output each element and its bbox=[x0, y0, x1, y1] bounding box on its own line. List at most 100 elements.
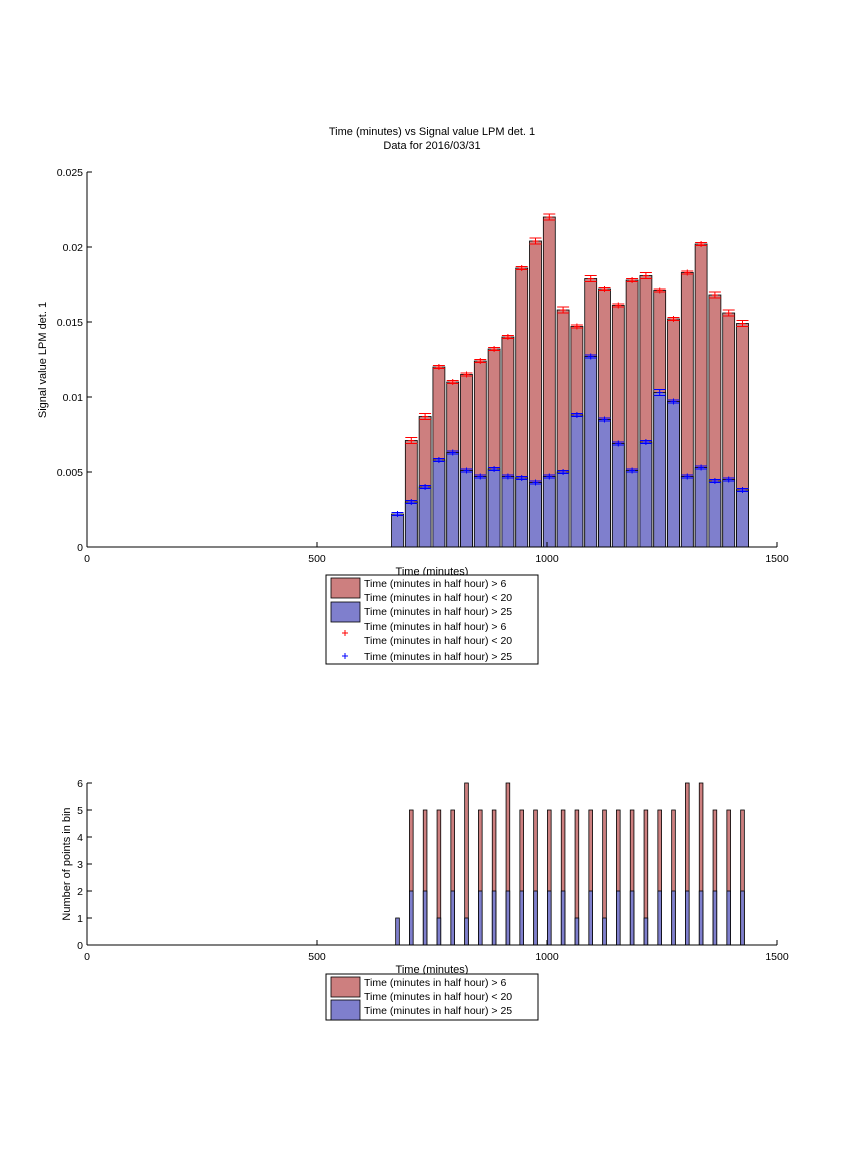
errorbar-red bbox=[515, 265, 528, 271]
y-tick-label: 5 bbox=[77, 805, 83, 817]
errorbar-red bbox=[501, 334, 514, 340]
errorbar-red bbox=[446, 379, 459, 385]
bar-blue bbox=[432, 459, 446, 548]
bar-blue bbox=[391, 513, 404, 548]
errorbar-red bbox=[543, 213, 556, 221]
errorbar-blue bbox=[667, 398, 680, 405]
errorbar-blue bbox=[570, 412, 583, 418]
errorbar-red bbox=[584, 275, 597, 282]
legend-entry-2: Time (minutes in half hour) > 25 bbox=[364, 606, 512, 618]
y-tick-label: 0 bbox=[77, 542, 83, 554]
legend-entry-2: Time (minutes in half hour) > 25 bbox=[364, 1005, 512, 1017]
count-bar-blue bbox=[422, 890, 428, 946]
errorbar-red bbox=[474, 358, 487, 364]
errorbar-blue bbox=[584, 353, 597, 360]
errorbar-blue bbox=[501, 473, 514, 480]
x-tick-label: 500 bbox=[308, 951, 326, 963]
errorbar-blue bbox=[681, 473, 694, 480]
y-tick-label: 3 bbox=[77, 859, 83, 871]
errorbar-red bbox=[626, 277, 639, 283]
errorbar-blue bbox=[612, 440, 625, 447]
count-bar-blue bbox=[643, 917, 649, 946]
legend-box bbox=[325, 973, 539, 1021]
bar-blue bbox=[722, 479, 736, 548]
legend-swatch-red bbox=[330, 577, 361, 599]
series-blue-errorbars bbox=[391, 353, 749, 517]
errorbar-blue bbox=[722, 476, 735, 483]
signal-chart-legend: Time (minutes in half hour) > 6 Time (mi… bbox=[325, 574, 539, 665]
errorbar-red bbox=[612, 302, 625, 309]
errorbar-red bbox=[419, 413, 432, 420]
legend-marker-blue bbox=[342, 653, 348, 659]
bar-blue bbox=[501, 476, 515, 548]
count-bar-blue bbox=[685, 890, 690, 946]
bar-blue bbox=[473, 476, 487, 548]
y-axis-label: Number of points in bin bbox=[61, 807, 73, 920]
errorbar-blue bbox=[488, 466, 501, 472]
errorbar-blue bbox=[405, 499, 418, 505]
count-chart: 0 1 2 3 4 5 6 0 500 1000 1500 Time (minutes) Numbe… bbox=[61, 778, 789, 1021]
count-bar-blue bbox=[505, 890, 511, 946]
bar-blue bbox=[708, 480, 722, 548]
count-bar-blue bbox=[726, 890, 731, 946]
errorbar-blue bbox=[391, 511, 404, 517]
x-tick-label: 1500 bbox=[765, 553, 789, 565]
count-bar-blue bbox=[671, 890, 676, 946]
legend-entry-3-line-2: Time (minutes in half hour) < 20 bbox=[364, 635, 512, 647]
bar-blue bbox=[515, 477, 529, 548]
legend-entry-1-line-2: Time (minutes in half hour) < 20 bbox=[364, 592, 512, 604]
bar-blue bbox=[611, 443, 625, 548]
bar-blue bbox=[460, 470, 473, 548]
errorbar-red bbox=[681, 269, 694, 276]
y-tick-label: 0.005 bbox=[57, 467, 83, 479]
y-tick-label: 6 bbox=[77, 778, 83, 790]
bar-blue bbox=[736, 489, 749, 548]
errorbar-blue bbox=[695, 464, 708, 471]
count-bar-blue bbox=[395, 917, 400, 946]
chart-subtitle: Data for 2016/03/31 bbox=[383, 140, 480, 152]
count-bar-blue bbox=[574, 917, 580, 946]
y-tick-label: 0.01 bbox=[63, 392, 84, 404]
bar-blue bbox=[667, 401, 680, 548]
legend-entry-1-line-1: Time (minutes in half hour) > 6 bbox=[364, 977, 506, 989]
count-chart-axes: 0 1 2 3 4 5 6 0 500 1000 1500 bbox=[77, 778, 789, 963]
series-red-errorbars bbox=[405, 213, 749, 444]
y-tick-label: 0.02 bbox=[63, 242, 84, 254]
count-bar-blue bbox=[450, 890, 455, 946]
legend-marker-red bbox=[342, 630, 348, 636]
errorbar-blue bbox=[515, 475, 528, 481]
bar-blue bbox=[584, 356, 598, 548]
errorbar-red bbox=[722, 309, 735, 317]
bar-blue bbox=[653, 392, 667, 548]
chart-title: Time (minutes) vs Signal value LPM det. … bbox=[329, 126, 535, 138]
bar-blue bbox=[598, 419, 611, 548]
legend-entry-1-line-2: Time (minutes in half hour) < 20 bbox=[364, 991, 512, 1003]
y-tick-label: 0.015 bbox=[57, 317, 83, 329]
errorbar-blue bbox=[529, 479, 542, 486]
count-bar-blue bbox=[657, 890, 662, 946]
count-bar-blue bbox=[464, 917, 469, 946]
errorbar-red bbox=[598, 286, 611, 292]
bar-blue bbox=[418, 486, 432, 548]
errorbar-blue bbox=[543, 473, 556, 480]
count-bar-blue bbox=[547, 890, 552, 946]
y-tick-label: 4 bbox=[77, 832, 83, 844]
signal-chart: Time (minutes) vs Signal value LPM det. … bbox=[37, 126, 789, 665]
x-tick-label: 0 bbox=[84, 553, 90, 565]
count-bar-blue bbox=[629, 890, 635, 946]
bar-blue bbox=[694, 467, 708, 548]
bar-blue bbox=[639, 441, 653, 548]
bar-blue bbox=[625, 470, 639, 548]
errorbar-blue bbox=[736, 487, 749, 493]
y-axis-label: Signal value LPM det. 1 bbox=[37, 302, 49, 418]
errorbar-blue bbox=[460, 467, 473, 474]
count-bar-blue bbox=[588, 890, 593, 946]
errorbar-blue bbox=[419, 484, 432, 490]
errorbar-blue bbox=[653, 389, 666, 396]
errorbar-blue bbox=[639, 439, 652, 445]
count-bar-blue bbox=[533, 890, 538, 946]
count-bar-blue bbox=[491, 890, 497, 946]
errorbar-blue bbox=[626, 467, 639, 474]
count-bar-blue bbox=[409, 890, 414, 946]
y-tick-label: 2 bbox=[77, 886, 83, 898]
